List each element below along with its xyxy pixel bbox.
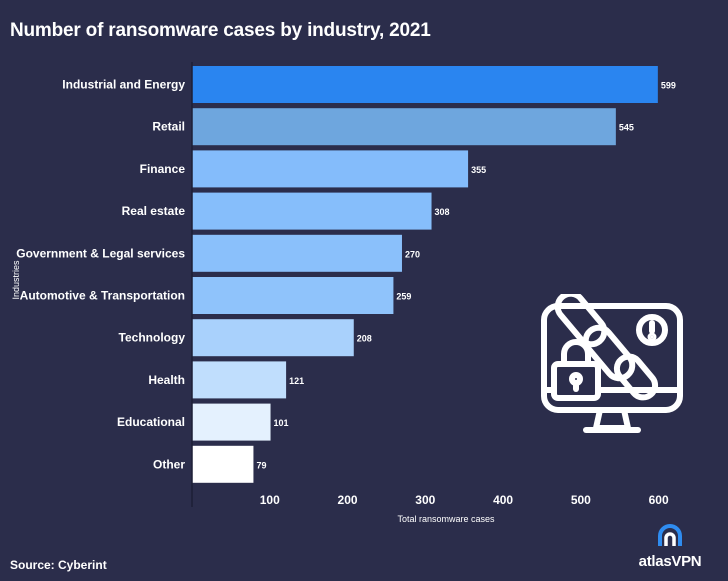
bar — [192, 234, 402, 272]
data-label: 355 — [471, 165, 486, 175]
bar — [192, 361, 287, 399]
category-label: Real estate — [122, 204, 186, 218]
category-label: Other — [153, 457, 185, 471]
y-axis-title: Industries — [11, 260, 21, 300]
data-label: 545 — [619, 123, 634, 133]
broken-chain-lock-monitor-icon — [541, 294, 683, 433]
bar — [192, 445, 254, 483]
bar — [192, 150, 469, 188]
bar — [192, 403, 271, 441]
x-tick-label: 600 — [649, 493, 669, 507]
data-label: 599 — [661, 81, 676, 91]
bar — [192, 319, 354, 357]
chart-title: Number of ransomware cases by industry, … — [10, 20, 431, 41]
category-label: Retail — [152, 120, 185, 134]
atlasvpn-logo-icon — [658, 524, 682, 546]
data-label: 79 — [256, 460, 266, 470]
category-label: Finance — [140, 162, 186, 176]
data-label: 101 — [274, 418, 289, 428]
category-label: Industrial and Energy — [62, 78, 185, 92]
brand-name: atlasVPN — [638, 553, 702, 570]
bar — [192, 108, 616, 146]
data-label: 208 — [357, 334, 372, 344]
data-label: 259 — [396, 292, 411, 302]
bar — [192, 66, 658, 103]
category-label: Educational — [117, 415, 185, 429]
category-label: Health — [148, 373, 185, 387]
x-tick-label: 400 — [493, 493, 513, 507]
data-label: 308 — [435, 207, 450, 217]
category-label: Government & Legal services — [16, 246, 185, 260]
x-tick-label: 500 — [571, 493, 591, 507]
x-axis-title: Total ransomware cases — [397, 514, 495, 524]
x-tick-label: 100 — [260, 493, 280, 507]
data-label: 270 — [405, 249, 420, 259]
category-label: Automotive & Transportation — [20, 289, 185, 303]
brand-logo: atlasVPN — [630, 520, 710, 572]
data-label: 121 — [289, 376, 304, 386]
bar — [192, 192, 432, 230]
x-tick-label: 300 — [415, 493, 435, 507]
x-tick-label: 200 — [338, 493, 358, 507]
bar — [192, 277, 394, 314]
source-note: Source: Cyberint — [10, 558, 107, 572]
category-label: Technology — [119, 331, 186, 345]
